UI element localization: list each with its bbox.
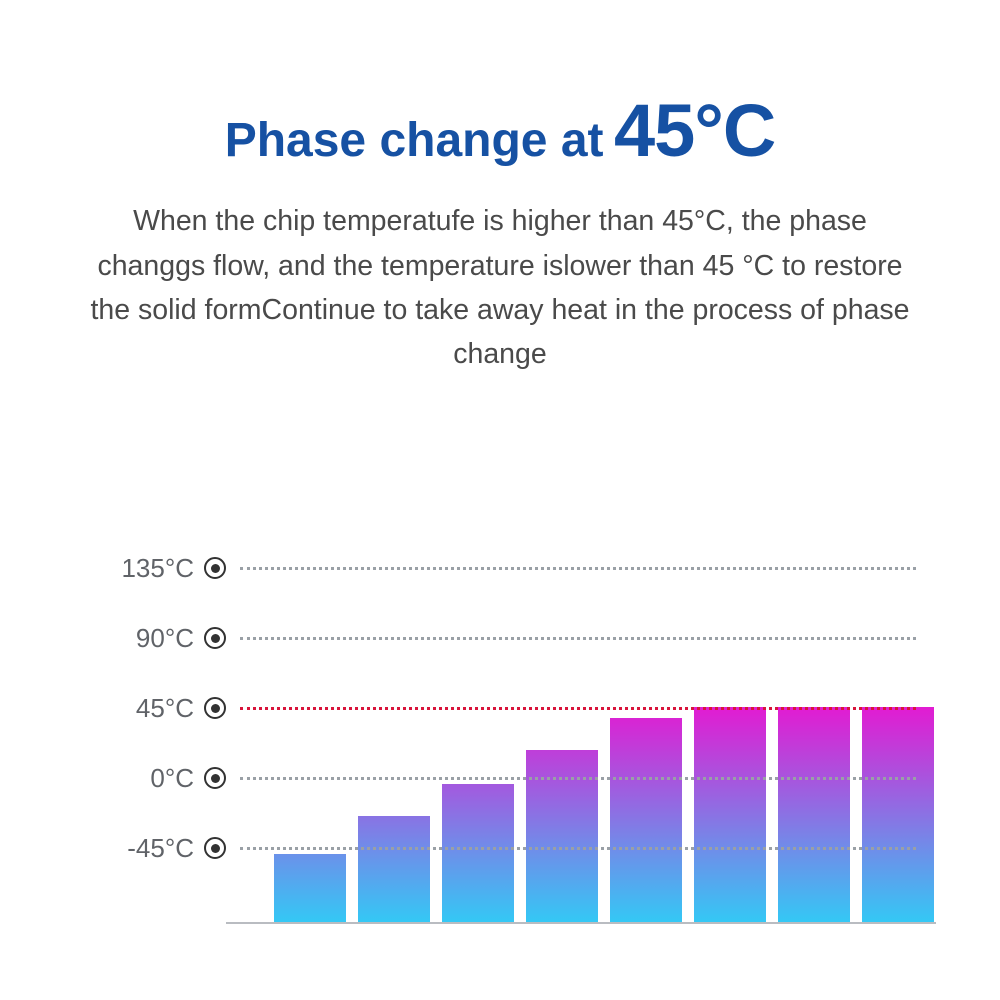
bar (862, 707, 934, 922)
headline-emphasis: 45°C (614, 89, 775, 172)
bullseye-icon (204, 837, 226, 859)
description-text: When the chip temperatufe is higher than… (60, 199, 940, 376)
gridline (240, 777, 916, 780)
gridline (240, 637, 916, 640)
bar (694, 707, 766, 922)
bar (442, 784, 514, 922)
headline: Phase change at 45°C (60, 90, 940, 171)
bar (358, 816, 430, 922)
bars-container (274, 560, 946, 922)
y-tick-label: 90°C (96, 625, 204, 651)
gridline (240, 567, 916, 570)
bar (778, 707, 850, 922)
bullseye-icon (204, 557, 226, 579)
gridline-highlight (240, 707, 916, 710)
bullseye-icon (204, 697, 226, 719)
y-tick-label: 135°C (96, 555, 204, 581)
gridline (240, 847, 916, 850)
y-axis (96, 560, 276, 940)
bar-chart: 135°C90°C45°C0°C-45°C (96, 560, 916, 940)
x-axis-baseline (226, 922, 936, 924)
y-tick-label: -45°C (96, 835, 204, 861)
bar (610, 718, 682, 922)
bullseye-icon (204, 767, 226, 789)
y-tick-label: 45°C (96, 695, 204, 721)
infographic-root: Phase change at 45°C When the chip tempe… (0, 0, 1000, 1000)
bullseye-icon (204, 627, 226, 649)
bar (274, 854, 346, 922)
headline-prefix: Phase change at (225, 114, 604, 167)
y-tick-label: 0°C (96, 765, 204, 791)
